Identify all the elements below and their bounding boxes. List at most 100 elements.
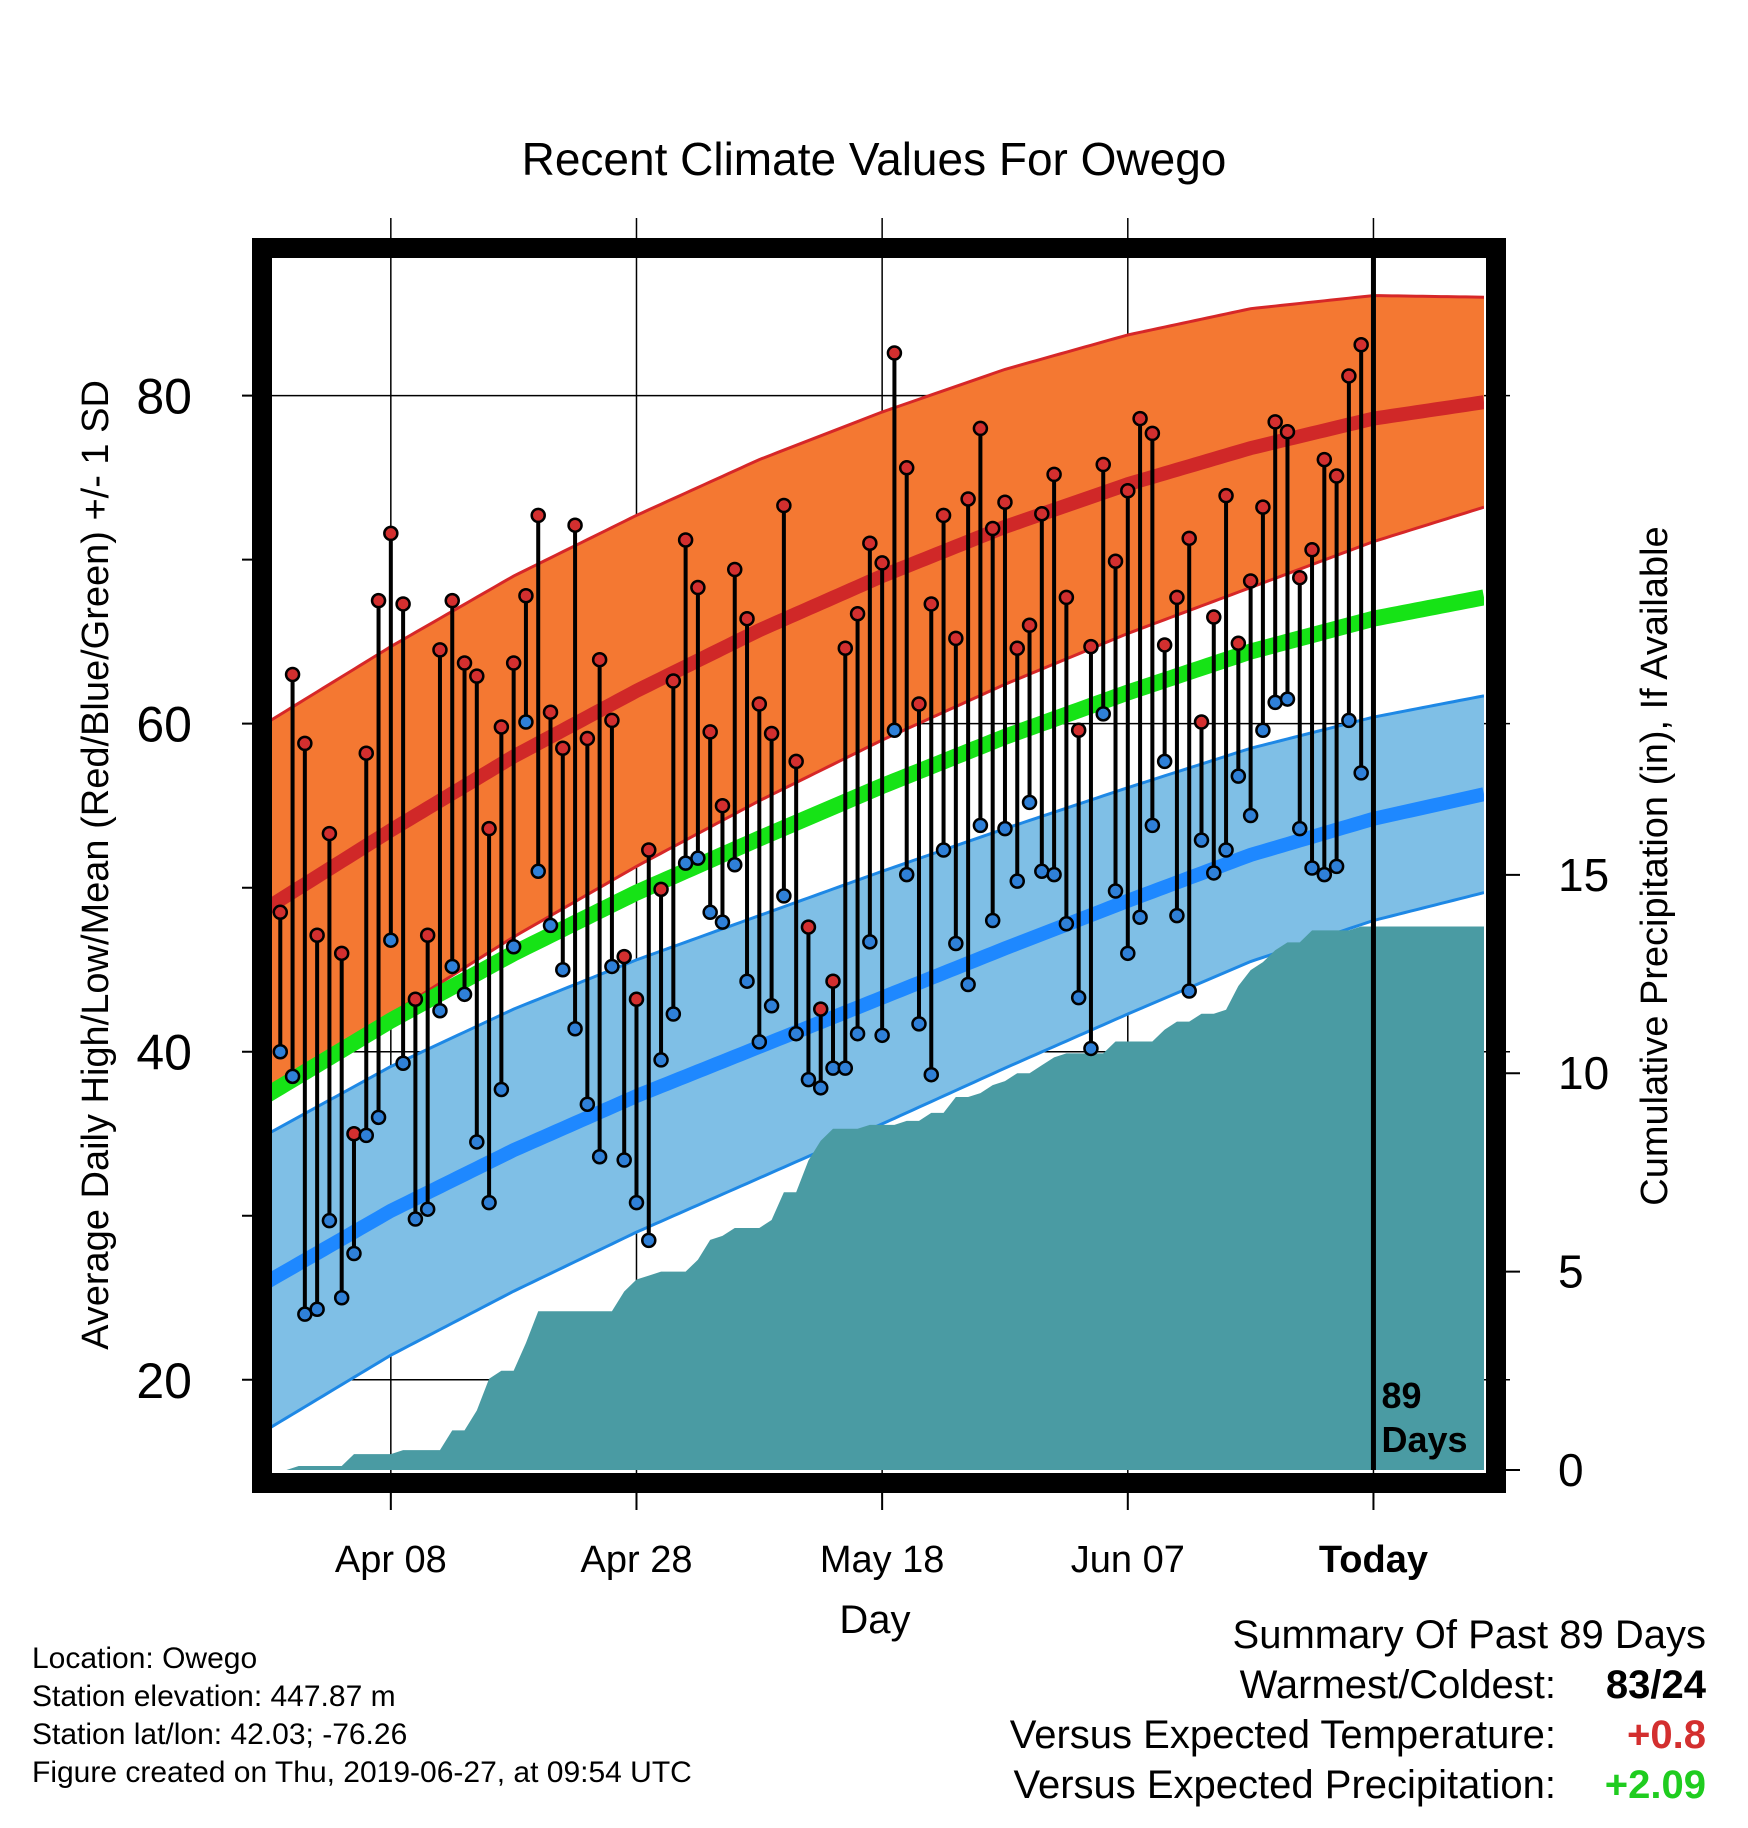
daily-high-point — [1058, 589, 1075, 606]
summary-precip: Versus Expected Precipitation: +2.09 — [1010, 1760, 1706, 1810]
daily-high-point — [788, 753, 804, 770]
daily-high-point — [726, 561, 743, 578]
mean-high-line — [268, 395, 1484, 914]
daily-high-point — [407, 991, 424, 1007]
daily-low-point — [530, 863, 546, 880]
y-tick-label: 20 — [136, 1353, 192, 1409]
daily-low-point — [1316, 866, 1333, 883]
daily-low-point — [284, 1068, 301, 1085]
daily-high-point — [1193, 714, 1210, 730]
summary-temp: Versus Expected Temperature: +0.8 — [1010, 1710, 1706, 1760]
daily-low-point — [862, 934, 878, 950]
latlon-text: Station lat/lon: 42.03; -76.26 — [32, 1718, 408, 1751]
daily-low-point — [432, 1002, 448, 1019]
daily-low-point — [1279, 691, 1296, 707]
mean-low-line — [268, 787, 1484, 1288]
y-tick-label: 40 — [136, 1025, 192, 1081]
daily-high-point — [1304, 542, 1320, 558]
daily-low-point — [1292, 820, 1308, 837]
y2-tick-label: 15 — [1558, 849, 1609, 901]
daily-low-point — [984, 912, 1001, 929]
daily-low-point — [1144, 817, 1161, 834]
daily-low-point — [616, 1152, 632, 1168]
x-tick-label: May 18 — [820, 1539, 945, 1581]
daily-low-point — [702, 904, 718, 921]
high-band-lower-edge — [268, 505, 1484, 1095]
daily-low-point — [395, 1055, 411, 1071]
daily-high-point — [358, 745, 375, 761]
temp-value: +0.8 — [1627, 1713, 1706, 1757]
daily-high-point — [1132, 410, 1148, 427]
daily-high-point — [714, 797, 731, 814]
daily-high-point — [825, 973, 841, 989]
daily-high-point — [346, 1125, 362, 1142]
daily-low-point — [960, 976, 976, 993]
daily-high-point — [935, 507, 952, 524]
daily-high-point — [751, 696, 768, 712]
y2-tick-label: 0 — [1558, 1444, 1584, 1496]
daily-high-point — [739, 610, 755, 627]
mean-average-line — [268, 589, 1484, 1102]
daily-low-point — [837, 1060, 854, 1076]
daily-high-point — [333, 945, 350, 962]
daily-high-point — [923, 596, 940, 612]
daily-low-point — [591, 1148, 608, 1165]
daily-low-point — [788, 1025, 804, 1042]
daily-high-point — [690, 579, 706, 596]
daily-low-point — [911, 1016, 927, 1032]
daily-low-point — [898, 866, 915, 883]
daily-high-point — [518, 587, 534, 604]
daily-high-point — [1230, 635, 1247, 652]
plot-frame — [252, 238, 1506, 1493]
daily-high-point — [505, 655, 522, 671]
daily-high-point — [997, 494, 1013, 510]
daily-high-point — [1328, 468, 1345, 484]
daily-low-point — [383, 932, 399, 948]
daily-high-point — [395, 596, 411, 612]
precip-label: Versus Expected Precipitation: — [1013, 1763, 1556, 1807]
summary-title: Summary Of Past 89 Days — [1232, 1613, 1706, 1657]
daily-high-point — [1267, 414, 1283, 430]
warm-cold-label: Warmest/Coldest: — [1239, 1663, 1556, 1707]
daily-high-point — [1046, 466, 1062, 483]
daily-high-point — [984, 520, 1001, 537]
daily-high-point — [604, 712, 620, 729]
daily-high-point — [812, 1001, 829, 1017]
daily-low-point — [1034, 863, 1050, 880]
daily-high-point — [1095, 456, 1111, 473]
daily-low-point — [997, 820, 1013, 837]
daily-high-point — [309, 927, 325, 944]
daily-low-point — [886, 722, 903, 738]
daily-low-point — [1169, 907, 1185, 924]
daily-low-point — [1021, 794, 1038, 811]
location-text: Location: Owego — [32, 1642, 258, 1675]
daily-high-point — [616, 948, 632, 965]
y-tick-label: 60 — [136, 697, 192, 753]
daily-low-point — [1193, 832, 1210, 848]
daily-low-point — [346, 1245, 362, 1262]
today-days-count: 89 — [1381, 1375, 1421, 1416]
y2-axis-label: Cumulative Precipitation (in), If Availa… — [1634, 526, 1676, 1205]
daily-high-point — [1255, 499, 1271, 515]
daily-low-point — [1206, 865, 1222, 881]
daily-low-point — [1230, 768, 1247, 784]
summary-panel: Summary Of Past 89 Days Warmest/Coldest:… — [1010, 1610, 1706, 1810]
daily-low-point — [763, 998, 780, 1014]
daily-high-point — [555, 740, 571, 757]
daily-high-point — [321, 825, 338, 842]
elevation-text: Station elevation: 447.87 m — [32, 1680, 396, 1713]
daily-high-point — [874, 555, 890, 571]
daily-high-point — [1279, 423, 1296, 440]
daily-high-point — [383, 525, 399, 542]
y-tick-label: 80 — [136, 369, 192, 425]
daily-high-point — [530, 507, 546, 524]
daily-high-point — [1218, 487, 1234, 504]
daily-low-point — [1242, 807, 1259, 824]
daily-low-point — [1255, 722, 1271, 738]
daily-low-point — [456, 986, 473, 1003]
daily-high-point — [1156, 637, 1173, 653]
daily-high-point — [1107, 553, 1124, 570]
daily-high-point — [948, 630, 964, 647]
daily-low-point — [469, 1134, 485, 1150]
